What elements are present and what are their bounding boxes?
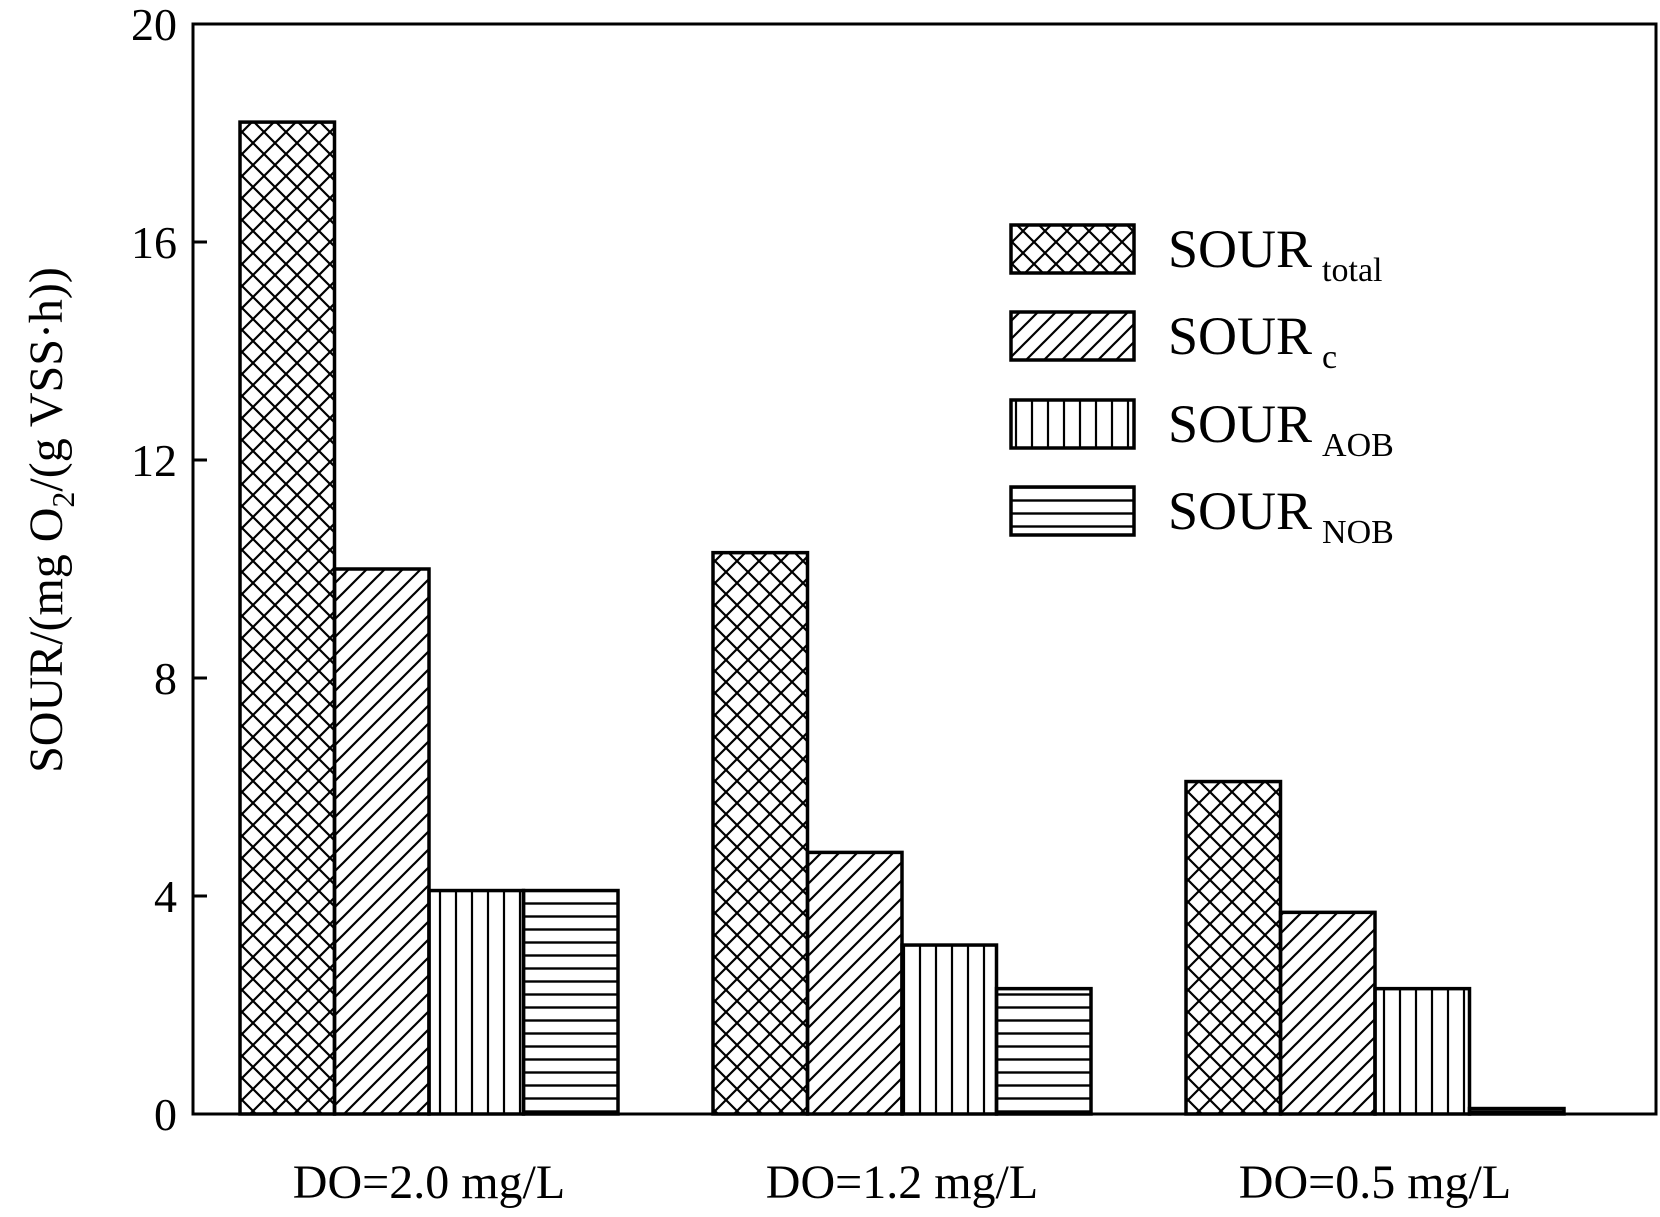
y-tick-label: 20 [131,0,177,50]
y-tick-label: 12 [131,435,177,486]
y-axis-title-prefix: SOUR/(mg O [20,508,73,773]
bar-total-0 [238,120,337,1116]
bar-total-1 [711,550,810,1116]
bar-aob-1 [900,943,999,1116]
legend-entry-subscript: total [1322,252,1382,289]
x-category-label: DO=1.2 mg/L [766,1156,1038,1209]
legend-swatch-nob [1009,485,1136,537]
legend-swatch-total [1009,223,1136,275]
plot-frame [191,22,1658,1116]
bar-aob-0 [427,888,526,1116]
y-axis-title-subscript: 2 [45,492,81,508]
legend-swatch-c [1009,310,1136,362]
legend-entry-name: SOUR [1168,219,1312,279]
y-tick-label: 4 [154,871,177,922]
x-category-label: DO=2.0 mg/L [293,1156,565,1209]
legend-entry-total: SOUR total [1168,219,1382,289]
legend-entry-c: SOUR c [1168,306,1337,376]
legend-entry-aob: SOUR AOB [1168,394,1394,464]
legend-entry-subscript: c [1322,339,1337,376]
legend-entry-name: SOUR [1168,481,1312,541]
legend: SOUR total SOUR c SOUR AOB SOUR NOB [1009,219,1394,551]
bar-nob-0 [521,888,620,1116]
bar-aob-2 [1373,986,1472,1116]
bar-c-0 [332,567,431,1116]
y-axis-ticks: 0 4 8 12 16 20 [131,0,207,1140]
bar-total-2 [1184,779,1283,1116]
legend-entry-subscript: NOB [1322,514,1394,551]
y-tick-label: 8 [154,653,177,704]
bar-c-1 [805,850,904,1116]
x-category-label: DO=0.5 mg/L [1239,1156,1511,1209]
y-tick-label: 16 [131,217,177,268]
x-axis-labels: DO=2.0 mg/L DO=1.2 mg/L DO=0.5 mg/L [293,1156,1511,1209]
legend-entry-subscript: AOB [1322,427,1394,464]
bar-nob-1 [994,986,1093,1116]
y-axis-title: SOUR/(mg O2/(g VSS·h)) [20,267,81,773]
bar-c-2 [1278,910,1377,1116]
bars-group [238,120,1566,1116]
legend-entry-name: SOUR [1168,394,1312,454]
legend-entry-name: SOUR [1168,306,1312,366]
legend-swatch-aob [1009,398,1136,450]
y-tick-label: 0 [154,1089,177,1140]
y-axis-title-suffix: /(g VSS·h)) [20,267,73,491]
legend-entry-nob: SOUR NOB [1168,481,1394,551]
